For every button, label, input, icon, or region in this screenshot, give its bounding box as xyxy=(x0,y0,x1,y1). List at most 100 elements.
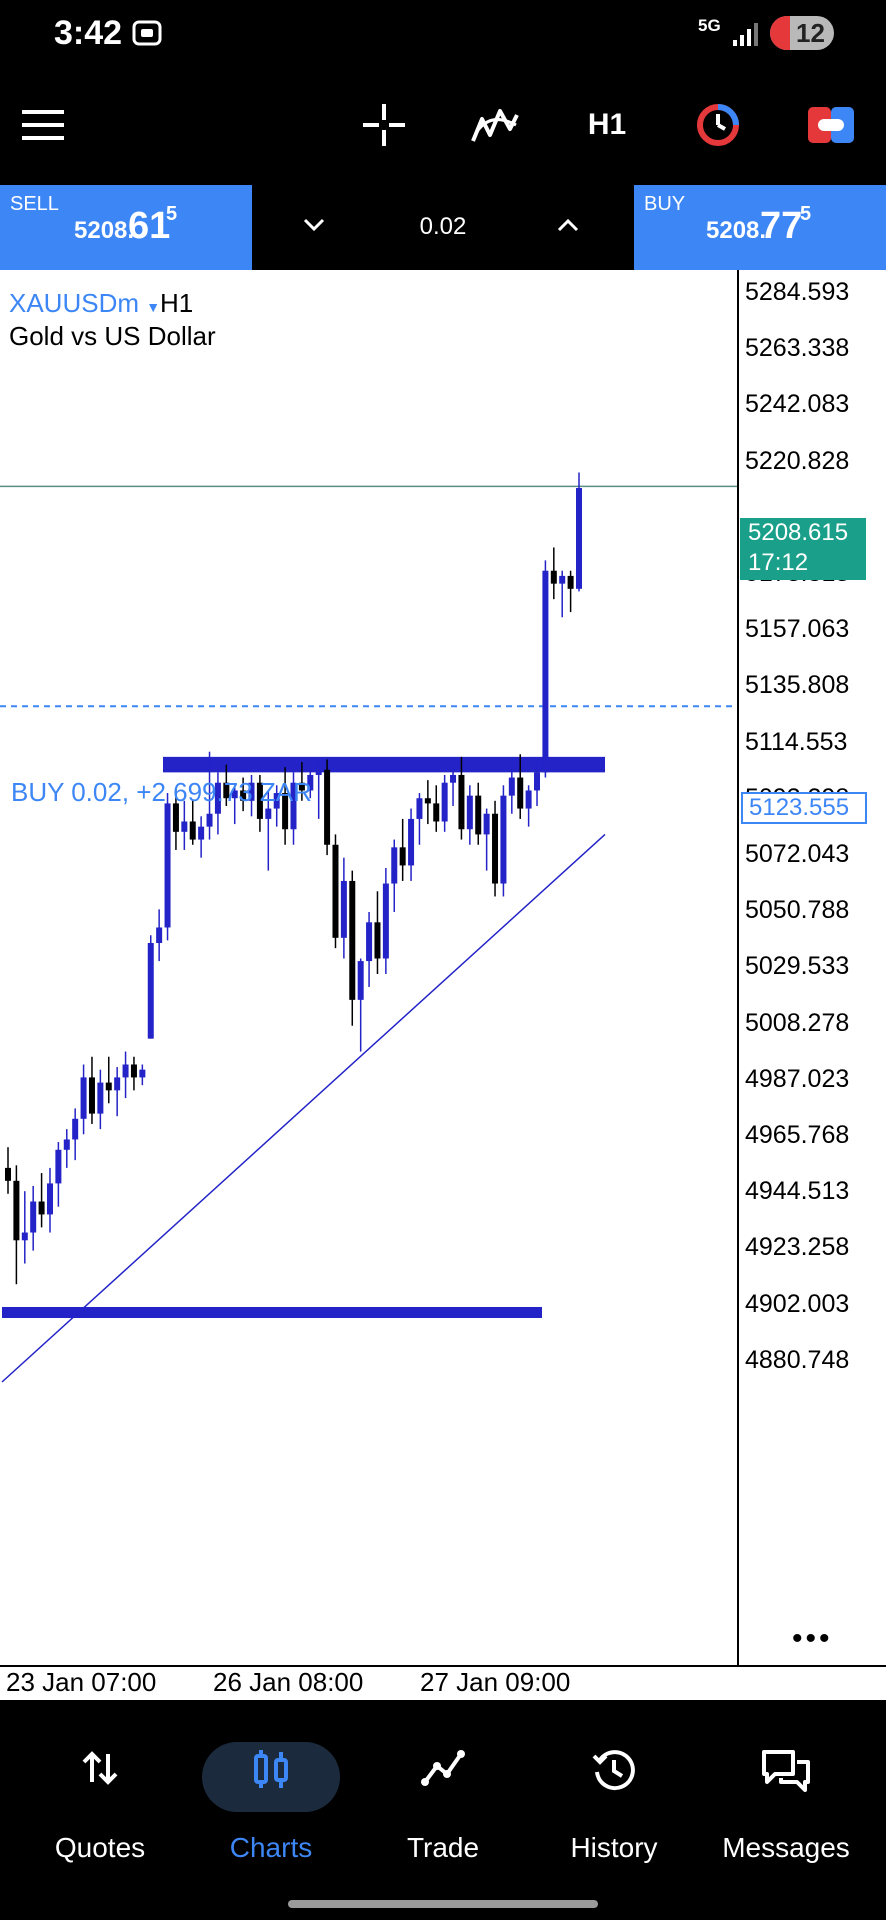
price-axis-label: 4944.513 xyxy=(745,1177,850,1206)
sell-price-sup: 5 xyxy=(166,203,178,225)
price-axis-label: 5284.593 xyxy=(745,278,850,306)
candle-body xyxy=(441,782,448,822)
indicators-button[interactable] xyxy=(468,92,522,158)
candle-body xyxy=(332,844,339,938)
price-axis-label: 4923.258 xyxy=(745,1233,850,1262)
network-5g-icon: 5G xyxy=(698,16,721,35)
candle-body xyxy=(139,1069,146,1078)
resistance-zone xyxy=(163,756,605,773)
signal-icon xyxy=(732,20,760,53)
nav-messages[interactable]: Messages xyxy=(700,1700,872,1863)
price-axis-label: 5157.063 xyxy=(745,615,850,644)
nav-history-label: History xyxy=(570,1832,658,1863)
crosshair-icon xyxy=(363,104,405,146)
candle-body xyxy=(424,798,431,804)
bar-countdown: 17:12 xyxy=(748,549,809,576)
candle-body xyxy=(542,570,549,773)
candle-body xyxy=(298,782,305,791)
price-axis-label: 5114.553 xyxy=(745,727,848,756)
candle-body xyxy=(122,1064,129,1078)
open-position-label[interactable]: BUY 0.02, +2 699.73 ZAR xyxy=(11,777,312,807)
price-axis-label: 4987.023 xyxy=(745,1064,850,1093)
candle-body xyxy=(508,777,515,796)
charts-icon xyxy=(185,1748,357,1790)
candle-body xyxy=(391,847,398,884)
menu-button[interactable] xyxy=(18,92,68,158)
timer-button[interactable] xyxy=(694,92,742,158)
candle-body xyxy=(492,813,499,884)
price-axis-label: 4965.768 xyxy=(745,1121,850,1149)
candle-body xyxy=(164,803,171,928)
screenshot-icon xyxy=(132,18,162,53)
lot-decrease-button[interactable] xyxy=(302,213,326,242)
candle-body xyxy=(307,774,314,791)
buy-label: BUY xyxy=(644,193,686,215)
candle-body xyxy=(223,782,230,799)
candle-body xyxy=(315,769,322,775)
candle-body xyxy=(30,1201,37,1233)
candle-body xyxy=(72,1118,79,1140)
timeframe-button[interactable]: H1 xyxy=(584,92,630,158)
buy-price-main: 77 xyxy=(760,205,803,247)
buy-price-sup: 5 xyxy=(800,203,812,225)
home-indicator[interactable] xyxy=(288,1900,598,1908)
more-options-button[interactable]: ••• xyxy=(792,1622,833,1655)
nav-history[interactable]: History xyxy=(528,1700,700,1863)
lot-value[interactable]: 0.02 xyxy=(419,213,467,240)
caret-down-icon: ▼ xyxy=(146,299,161,315)
lot-increase-button[interactable] xyxy=(556,213,580,242)
candle-body xyxy=(206,813,213,827)
candle-body xyxy=(357,961,364,1000)
timer-icon xyxy=(697,104,739,146)
candle-body xyxy=(475,795,482,835)
trend-line xyxy=(1,833,606,1383)
candle-body xyxy=(214,782,221,814)
hamburger-menu-icon xyxy=(22,110,64,140)
candle-body xyxy=(13,1180,20,1241)
current-price-tag: 5208.615 17:12 xyxy=(740,518,866,580)
chart-area[interactable]: XAUUSDm ▼ H1 Gold vs US Dollar BUY 0.02,… xyxy=(0,270,886,1700)
candle-body xyxy=(130,1064,137,1078)
time-label: 26 Jan 08:00 xyxy=(213,1667,364,1697)
crosshair-button[interactable] xyxy=(358,92,410,158)
nav-charts-label: Charts xyxy=(229,1832,313,1863)
candle-body xyxy=(38,1201,45,1215)
active-tab-indicator xyxy=(202,1742,340,1812)
price-axis-label: 5135.808 xyxy=(745,671,850,700)
symbol-selector[interactable]: XAUUSDm ▼ xyxy=(9,288,160,319)
buy-button[interactable]: BUY 5208. 77 5 xyxy=(634,185,886,270)
chart-toolbar: H1 xyxy=(0,70,886,185)
nav-quotes-label: Quotes xyxy=(54,1832,146,1863)
candle-body xyxy=(147,942,154,1039)
candle-body xyxy=(114,1077,121,1091)
candle-body xyxy=(256,782,263,819)
price-axis-label: 5072.043 xyxy=(745,840,850,868)
candle-body xyxy=(517,777,524,809)
price-chart[interactable] xyxy=(0,270,737,1665)
nav-trade[interactable]: Trade xyxy=(357,1700,529,1863)
chart-timeframe: H1 xyxy=(160,288,194,318)
nav-charts[interactable]: Charts xyxy=(185,1700,357,1863)
battery-indicator: 12 xyxy=(770,16,834,50)
candle-body xyxy=(525,790,532,809)
bottom-navigation: Quotes Charts Trade History Messages xyxy=(0,1700,886,1920)
nav-quotes[interactable]: Quotes xyxy=(14,1700,186,1863)
candle-body xyxy=(88,1077,95,1114)
time-label: 23 Jan 07:00 xyxy=(6,1667,157,1697)
candle-body xyxy=(559,575,566,584)
candle-body xyxy=(5,1167,11,1181)
candle-body xyxy=(273,793,280,809)
candle-body xyxy=(567,575,574,589)
candle-body xyxy=(483,813,490,835)
price-axis-label: 5242.083 xyxy=(745,390,850,419)
price-axis: 5284.5935263.3385242.0835220.8285178.318… xyxy=(737,270,886,1665)
sell-button[interactable]: SELL 5208. 61 5 xyxy=(0,185,252,270)
candle-body xyxy=(382,883,389,959)
price-axis-label: 4880.748 xyxy=(745,1345,850,1374)
candle-body xyxy=(189,821,196,840)
price-axis-label: 4902.003 xyxy=(745,1289,850,1318)
candle-body xyxy=(46,1183,53,1215)
candle-body xyxy=(340,880,347,938)
one-click-trading-button[interactable] xyxy=(806,92,856,158)
messages-icon xyxy=(700,1748,872,1792)
